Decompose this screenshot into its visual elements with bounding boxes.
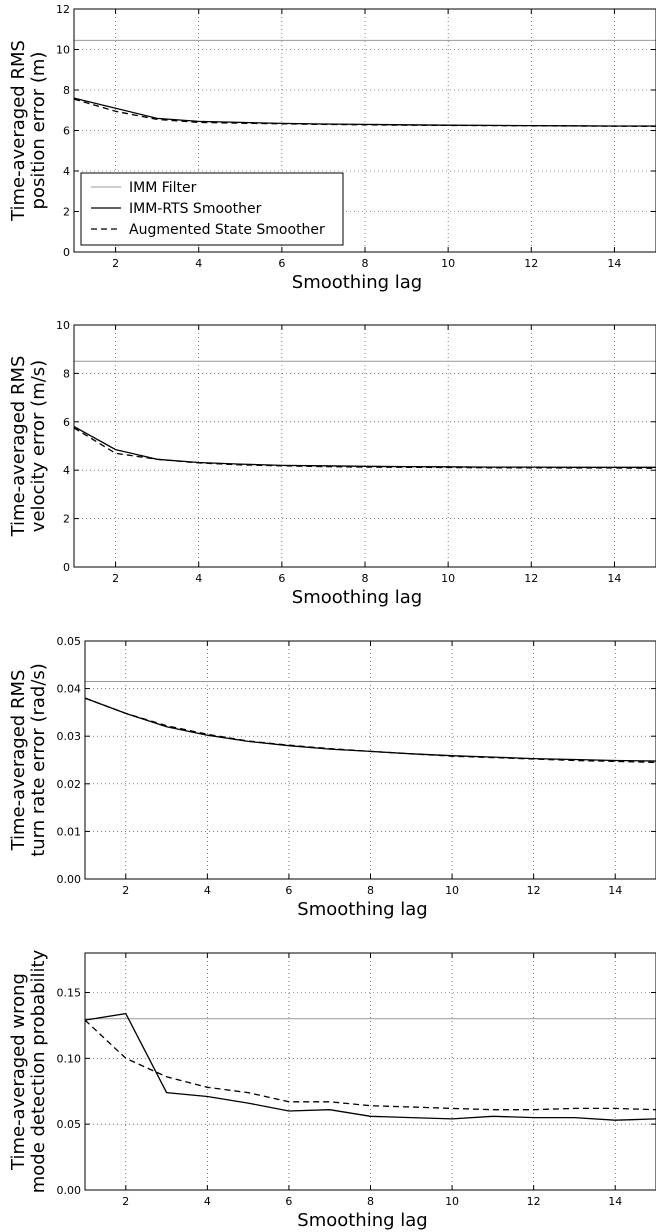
y-tick-label: 0.04	[57, 683, 82, 696]
y-tick-label: 4	[63, 165, 70, 178]
legend-box	[80, 172, 344, 246]
x-tick-label: 2	[112, 572, 119, 585]
series-line-imm-rts-smoother	[84, 1012, 656, 1121]
y-tick-label: 0	[63, 246, 70, 259]
legend: IMM Filter IMM-RTS Smoother Augmented Stat…	[80, 172, 344, 246]
chart-panel-4: 2 4 6 8 10 12 14 0.00 0.05 0.10 0.15 Smoothing lag T…	[8, 949, 656, 1231]
chart-panel-2: 2 4 6 8 10 12 14 0 2 4 6 8 10 Smoothing lag Time-avera…	[8, 319, 656, 608]
y-axis-label-line-2: position error (m)	[28, 52, 49, 210]
x-tick-label: 12	[524, 572, 538, 585]
legend-entry-label: IMM Filter	[129, 180, 197, 196]
x-tick-label: 2	[112, 257, 119, 270]
x-axis-label: Smoothing lag	[297, 899, 427, 920]
chart-panel-1: 2 4 6 8 10 12 14 0 2 4 6 8 10 12 Smoothing lag Time-ave…	[8, 3, 656, 293]
x-tick-label: 4	[195, 257, 202, 270]
y-axis-label-line-1: Time-averaged RMS	[8, 670, 29, 852]
x-tick-label: 14	[607, 572, 621, 585]
x-axis-label: Smoothing lag	[292, 272, 422, 293]
y-tick-label: 8	[63, 367, 70, 380]
x-tick-label: 10	[445, 1195, 459, 1208]
y-tick-label: 6	[63, 416, 70, 429]
x-tick-label: 2	[122, 884, 129, 897]
x-tick-label: 14	[608, 1195, 622, 1208]
x-tick-label: 10	[445, 884, 459, 897]
y-axis-label-line-1: Time-averaged RMS	[8, 40, 29, 222]
x-tick-label: 6	[285, 884, 292, 897]
y-tick-label: 0	[63, 561, 70, 574]
x-tick-label: 10	[441, 572, 455, 585]
x-tick-label: 8	[367, 884, 374, 897]
x-axis-label: Smoothing lag	[297, 1210, 427, 1231]
x-tick-label: 12	[524, 257, 538, 270]
y-tick-label: 12	[56, 3, 70, 16]
y-tick-label: 0.00	[57, 873, 82, 886]
x-tick-label: 8	[362, 257, 369, 270]
x-tick-label: 14	[607, 257, 621, 270]
y-axis-label-line-2: turn rate error (rad/s)	[28, 663, 49, 857]
y-tick-label: 6	[63, 125, 70, 138]
x-tick-label: 12	[527, 884, 541, 897]
series-line-augmented-state-smoother	[73, 98, 656, 128]
plot-frame	[84, 952, 656, 1191]
y-tick-label: 0.15	[57, 987, 82, 1000]
y-axis-label-line-2: velocity error (m/s)	[28, 360, 49, 532]
x-tick-label: 10	[441, 257, 455, 270]
x-tick-label: 4	[204, 884, 211, 897]
y-tick-label: 0.03	[57, 730, 82, 743]
y-tick-label: 0.05	[57, 635, 82, 648]
x-tick-label: 12	[527, 1195, 541, 1208]
legend-entry-label: Augmented State Smoother	[129, 222, 325, 238]
y-axis-label-line-2: mode detection probability	[28, 949, 49, 1193]
x-tick-label: 6	[278, 257, 285, 270]
y-tick-label: 0.01	[57, 825, 82, 838]
series-line-augmented-state-smoother	[84, 1019, 656, 1111]
y-tick-label: 0.10	[57, 1052, 82, 1065]
series-line-augmented-state-smoother	[73, 427, 656, 469]
y-tick-label: 4	[63, 464, 70, 477]
y-tick-label: 2	[63, 513, 70, 526]
y-tick-label: 0.00	[57, 1184, 82, 1197]
x-tick-label: 8	[367, 1195, 374, 1208]
y-tick-label: 8	[63, 84, 70, 97]
y-tick-label: 10	[56, 319, 70, 332]
x-tick-label: 2	[122, 1195, 129, 1208]
legend-entry-label: IMM-RTS Smoother	[129, 201, 262, 217]
x-tick-label: 4	[204, 1195, 211, 1208]
y-tick-label: 0.02	[57, 778, 82, 791]
x-tick-label: 14	[608, 884, 622, 897]
x-axis-label: Smoothing lag	[292, 587, 422, 608]
x-tick-label: 6	[285, 1195, 292, 1208]
y-axis-label-line-1: Time-averaged RMS	[8, 356, 29, 538]
x-tick-label: 6	[278, 572, 285, 585]
y-tick-label: 2	[63, 206, 70, 219]
x-tick-label: 4	[195, 572, 202, 585]
chart-panel-3: 2 4 6 8 10 12 14 0.00 0.01 0.02 0.03 0.04 0.05 Smooth…	[8, 635, 656, 920]
y-tick-label: 0.05	[57, 1118, 82, 1131]
y-tick-label: 10	[56, 44, 70, 57]
y-axis-label-line-1: Time-averaged wrong	[8, 973, 29, 1171]
x-tick-label: 8	[362, 572, 369, 585]
series-line-augmented-state-smoother	[84, 697, 656, 764]
